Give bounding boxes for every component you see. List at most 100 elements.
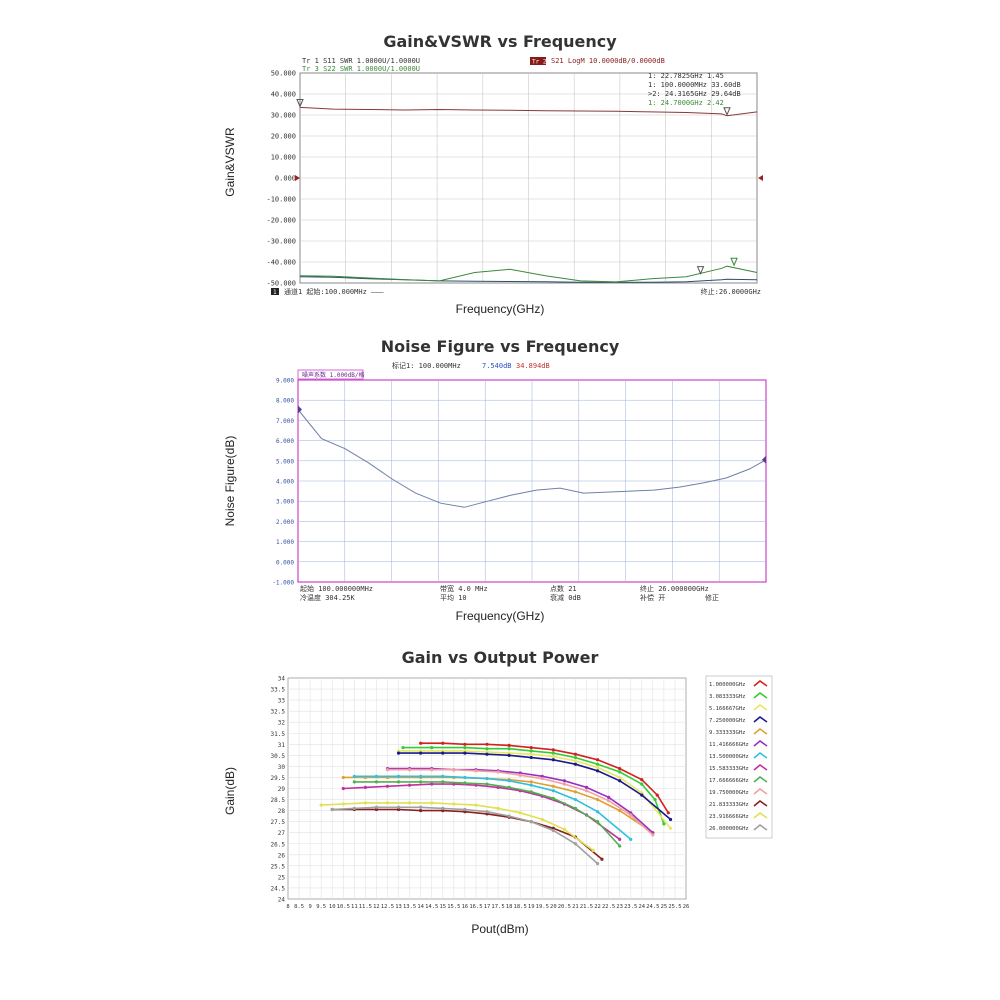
gain-pout-data-point (385, 801, 390, 805)
gain-pout-legend-swatch (753, 679, 768, 687)
gain-pout-y-tick-label: 27.5 (271, 819, 286, 826)
noise-figure-footer-row1_b: 带宽 4.0 MHz (440, 584, 488, 593)
gain-pout-data-point (430, 746, 434, 750)
gain-pout-data-point (562, 827, 566, 831)
gain-pout-legend-label: 7.250000GHz (709, 718, 745, 724)
gain-pout-data-point (551, 789, 555, 793)
gain-pout-data-point (485, 752, 489, 756)
noise-figure-y-tick-label: -1.000 (272, 580, 294, 587)
gain-vswr-marker-triangle (730, 257, 738, 267)
gain-pout-x-tick-label: 19.5 (536, 904, 549, 910)
gain-pout-data-point (584, 785, 589, 789)
gain-pout-y-tick-label: 25.5 (271, 863, 286, 870)
gain-pout-data-point (485, 742, 489, 746)
noise-figure-y-tick-label: 0.000 (276, 559, 294, 566)
gain-pout-data-point (330, 807, 334, 812)
gain-pout-data-point (573, 806, 578, 810)
gain-pout-data-point (573, 842, 578, 846)
gain-pout-data-point (595, 762, 600, 766)
gain-pout-x-tick-label: 23 (616, 904, 623, 910)
gain-pout-legend-label: 9.333333GHz (709, 730, 745, 736)
gain-pout-data-point (441, 751, 445, 755)
noise-figure-header-box (297, 369, 364, 380)
gain-pout-data-point (396, 807, 401, 812)
gain-pout-legend-swatch (753, 811, 768, 819)
gain-pout-data-point (668, 817, 673, 822)
gain-pout-data-point (618, 767, 622, 771)
gain-pout-data-point (452, 768, 456, 772)
gain-pout-data-point (485, 750, 489, 754)
gain-pout-data-point (452, 802, 456, 806)
gain-pout-data-point (507, 814, 511, 818)
noise-figure-y-tick-label: 4.000 (276, 479, 294, 486)
gain-pout-data-point (595, 765, 600, 770)
gain-pout-data-point (374, 807, 379, 812)
gain-pout-data-point (595, 862, 600, 866)
gain-vswr-y-tick-label: 30.000 (271, 112, 296, 120)
gain-pout-y-tick-label: 25 (278, 874, 286, 881)
gain-pout-data-point (607, 795, 611, 799)
gain-pout-x-tick-label: 15.5 (447, 904, 460, 910)
gain-pout-data-point (352, 806, 356, 810)
noise-figure-y-tick-label: 2.000 (276, 519, 294, 526)
gain-pout-data-point (653, 797, 657, 802)
gain-pout-data-point (595, 797, 600, 802)
noise-figure-y-tick-label: 1.000 (276, 539, 294, 546)
gain-pout-data-point (529, 820, 533, 824)
noise-figure-chart-title: Noise Figure vs Frequency (380, 337, 620, 356)
gain-pout-data-point (518, 771, 522, 775)
gain-pout-data-point (419, 749, 423, 753)
gain-pout-y-tick-label: 31.5 (271, 731, 286, 738)
gain-pout-data-point (507, 743, 511, 748)
gain-pout-legend-swatch (753, 823, 768, 831)
gain-vswr-footer-stop: 终止:26.0000GHz (701, 287, 761, 296)
gain-pout-data-point (419, 805, 423, 809)
gain-pout-data-point (374, 774, 379, 778)
gain-pout-y-tick-label: 26 (278, 852, 286, 859)
gain-pout-x-tick-label: 24.5 (646, 904, 659, 910)
gain-pout-x-tick-label: 17.5 (491, 904, 504, 910)
gain-vswr-ref-arrow-left (295, 175, 300, 181)
gain-vswr-chart: 50.000 40.000 30.000 20.000 10.000 0.000 -10.0… (266, 57, 763, 296)
gain-pout-data-point (529, 790, 533, 794)
gain-pout-data-point (600, 857, 604, 861)
gain-pout-data-point (485, 812, 489, 816)
noise-figure-y-tick-label: 8.000 (276, 398, 294, 405)
gain-pout-data-point (341, 775, 345, 780)
gain-pout-y-tick-label: 34 (278, 676, 286, 683)
gain-pout-data-point (319, 803, 323, 807)
gain-pout-data-point (573, 797, 578, 802)
gain-pout-x-tick-label: 16 (462, 904, 469, 910)
gain-pout-data-point (441, 809, 445, 813)
gain-pout-y-tick-label: 31 (278, 742, 286, 749)
gain-pout-data-point (485, 747, 489, 751)
gain-pout-data-point (419, 780, 423, 784)
gain-pout-data-point (529, 752, 533, 756)
gain-pout-x-tick-label: 17 (484, 904, 491, 910)
gain-pout-data-point (408, 801, 412, 805)
noise-figure-y-tick-label: 3.000 (276, 499, 294, 506)
noise-figure-footer-row2_e: 修正 (705, 593, 719, 602)
gain-pout-x-tick-label: 25.5 (668, 904, 681, 910)
gain-vswr-trace2-header: S21 LogM 10.0000dB/0.0000dB (551, 57, 665, 65)
gain-pout-legend-swatch (753, 703, 768, 711)
gain-pout-y-tick-label: 24 (278, 897, 286, 904)
gain-pout-chart: 8 8.5 9 9.5 10 10.5 11 11.5 12 12.5 13 13.5 14 14.5 15… (271, 676, 773, 910)
gain-pout-data-point (430, 768, 434, 772)
gain-pout-x-tick-label: 23.5 (624, 904, 637, 910)
gain-pout-data-point (618, 775, 622, 780)
gain-pout-data-point (551, 784, 555, 788)
gain-vswr-marker-triangle (696, 266, 705, 275)
gain-pout-data-point (551, 751, 555, 755)
noise-figure-y-tick-label: 9.000 (276, 378, 294, 385)
noise-figure-header-gain: 34.894dB (516, 362, 550, 370)
gain-pout-data-point (562, 782, 566, 786)
gain-vswr-footer-start: 通道1 起始:100.000MHz ——— (284, 287, 384, 296)
gain-pout-data-point (640, 793, 644, 797)
gain-pout-data-point (485, 810, 489, 814)
gain-pout-x-tick-label: 21 (572, 904, 579, 910)
gain-vswr-footer-channel-box (271, 288, 279, 295)
gain-pout-legend-swatch (753, 775, 768, 783)
gain-pout-data-point (463, 781, 467, 785)
gain-pout-data-point (595, 810, 600, 814)
